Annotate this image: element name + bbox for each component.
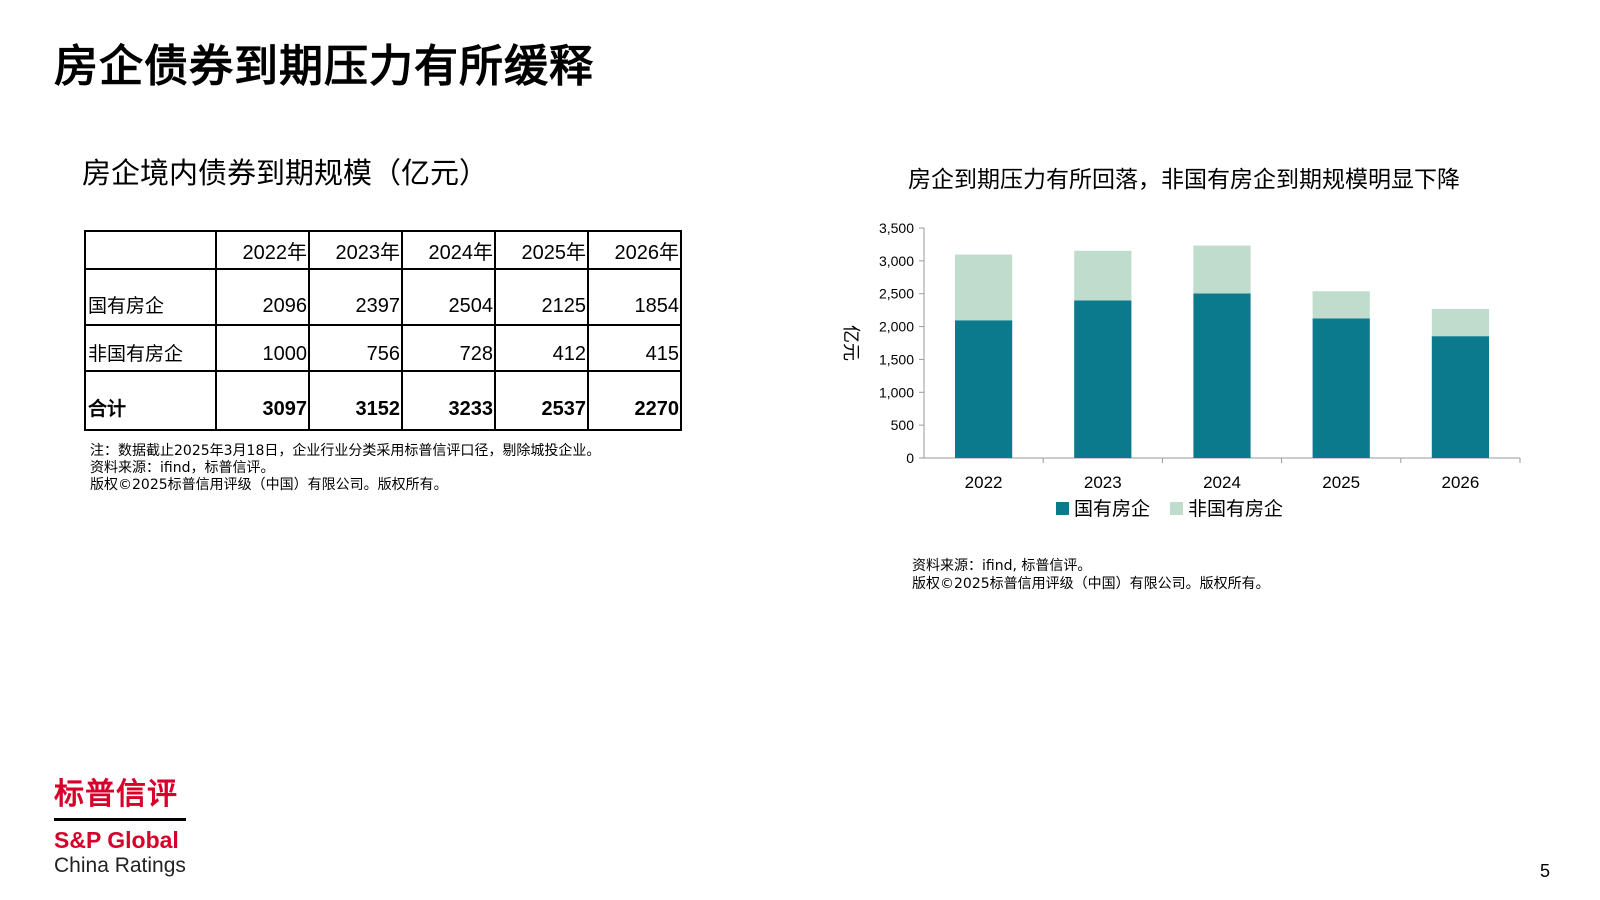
table-row-label: 非国有房企	[84, 324, 217, 372]
page-title: 房企债券到期压力有所缓释	[54, 41, 594, 92]
maturity-table: 2022年 2023年 2024年 2025年 2026年 国有房企 2096 …	[84, 230, 682, 431]
y-tick-label: 2,000	[879, 319, 914, 335]
table-note-line: 资料来源：ifind，标普信评。	[90, 460, 275, 476]
table-header-cell: 2026年	[587, 230, 682, 270]
y-tick-label: 1,000	[879, 384, 914, 400]
stacked-bar-chart: 0 500 1,000 1,500 2,000 2,500 3,000 3,500 亿元 2022…	[840, 220, 1521, 520]
table-cell: 3233	[401, 370, 496, 431]
table-header-cell	[84, 230, 217, 270]
table-notes: 注：数据截止2025年3月18日，企业行业分类采用标普信评口径，剔除城投企业。 …	[90, 443, 600, 494]
legend-label: 非国有房企	[1188, 498, 1283, 520]
table-cell: 3152	[308, 370, 403, 431]
table-title: 房企境内债券到期规模（亿元）	[82, 156, 489, 190]
table-cell: 1854	[587, 268, 682, 326]
table-header-cell: 2024年	[401, 230, 496, 270]
table-cell: 1000	[215, 324, 310, 372]
bar-segment-non-state-owned	[1431, 308, 1490, 337]
y-tick-label: 3,500	[879, 220, 914, 236]
table-cell: 2397	[308, 268, 403, 326]
table-cell: 415	[587, 324, 682, 372]
table-note-line: 注：数据截止2025年3月18日，企业行业分类采用标普信评口径，剔除城投企业。	[90, 443, 601, 459]
logo-sp-global: S&P Global	[54, 827, 179, 853]
table-cell: 2537	[494, 370, 589, 431]
legend-swatch	[1170, 502, 1183, 515]
table-header-cell: 2023年	[308, 230, 403, 270]
page-number: 5	[1540, 861, 1551, 881]
y-axis-label: 亿元	[840, 325, 861, 361]
table-cell: 728	[401, 324, 496, 372]
table-row-label: 合计	[84, 370, 217, 431]
y-tick-label: 2,500	[879, 286, 914, 302]
table-cell: 756	[308, 324, 403, 372]
table-row: 国有房企 2096 2397 2504 2125 1854	[84, 268, 682, 326]
company-logo: 标普信评 S&P Global China Ratings	[54, 777, 186, 879]
table-note-line: 版权©2025标普信用评级（中国）有限公司。版权所有。	[90, 477, 448, 493]
legend-label: 国有房企	[1074, 498, 1150, 520]
chart-notes: 资料来源：ifind, 标普信评。 版权©2025标普信用评级（中国）有限公司。…	[912, 557, 1270, 593]
chart-note-line: 版权©2025标普信用评级（中国）有限公司。版权所有。	[912, 576, 1270, 592]
bar-segment-state-owned	[1074, 300, 1132, 458]
legend-swatch	[1056, 502, 1069, 515]
table-total-row: 合计 3097 3152 3233 2537 2270	[84, 370, 682, 431]
chart-note-line: 资料来源：ifind, 标普信评。	[912, 558, 1092, 574]
chart-title: 房企到期压力有所回落，非国有房企到期规模明显下降	[908, 167, 1460, 193]
table-cell: 2125	[494, 268, 589, 326]
x-tick-label: 2026	[1441, 473, 1479, 492]
table-cell: 2504	[401, 268, 496, 326]
bar-segment-non-state-owned	[1074, 250, 1132, 301]
table-cell: 2096	[215, 268, 310, 326]
table-row-label: 国有房企	[84, 268, 217, 326]
bar-segment-non-state-owned	[1193, 245, 1251, 294]
table-header-row: 2022年 2023年 2024年 2025年 2026年	[84, 230, 682, 270]
bar-segment-non-state-owned	[1312, 291, 1370, 319]
table-header-cell: 2022年	[215, 230, 310, 270]
x-tick-label: 2025	[1322, 473, 1360, 492]
y-tick-label: 1,500	[879, 351, 914, 367]
table-header-cell: 2025年	[494, 230, 589, 270]
y-tick-label: 500	[891, 417, 915, 433]
y-tick-label: 3,000	[879, 253, 914, 269]
x-tick-label: 2024	[1203, 473, 1241, 492]
logo-divider	[54, 818, 186, 821]
table-row: 非国有房企 1000 756 728 412 415	[84, 324, 682, 372]
bar-segment-state-owned	[1193, 293, 1251, 458]
logo-chinese-name: 标普信评	[54, 777, 178, 812]
y-tick-label: 0	[906, 450, 914, 466]
table-cell: 3097	[215, 370, 310, 431]
logo-china-ratings: China Ratings	[54, 854, 186, 877]
x-tick-label: 2022	[965, 473, 1003, 492]
table-cell: 412	[494, 324, 589, 372]
x-tick-label: 2023	[1084, 473, 1122, 492]
bar-segment-state-owned	[1312, 318, 1370, 458]
bar-segment-state-owned	[954, 320, 1013, 458]
bar-segment-non-state-owned	[954, 254, 1013, 321]
bar-segment-state-owned	[1431, 336, 1490, 458]
table-cell: 2270	[587, 370, 682, 431]
